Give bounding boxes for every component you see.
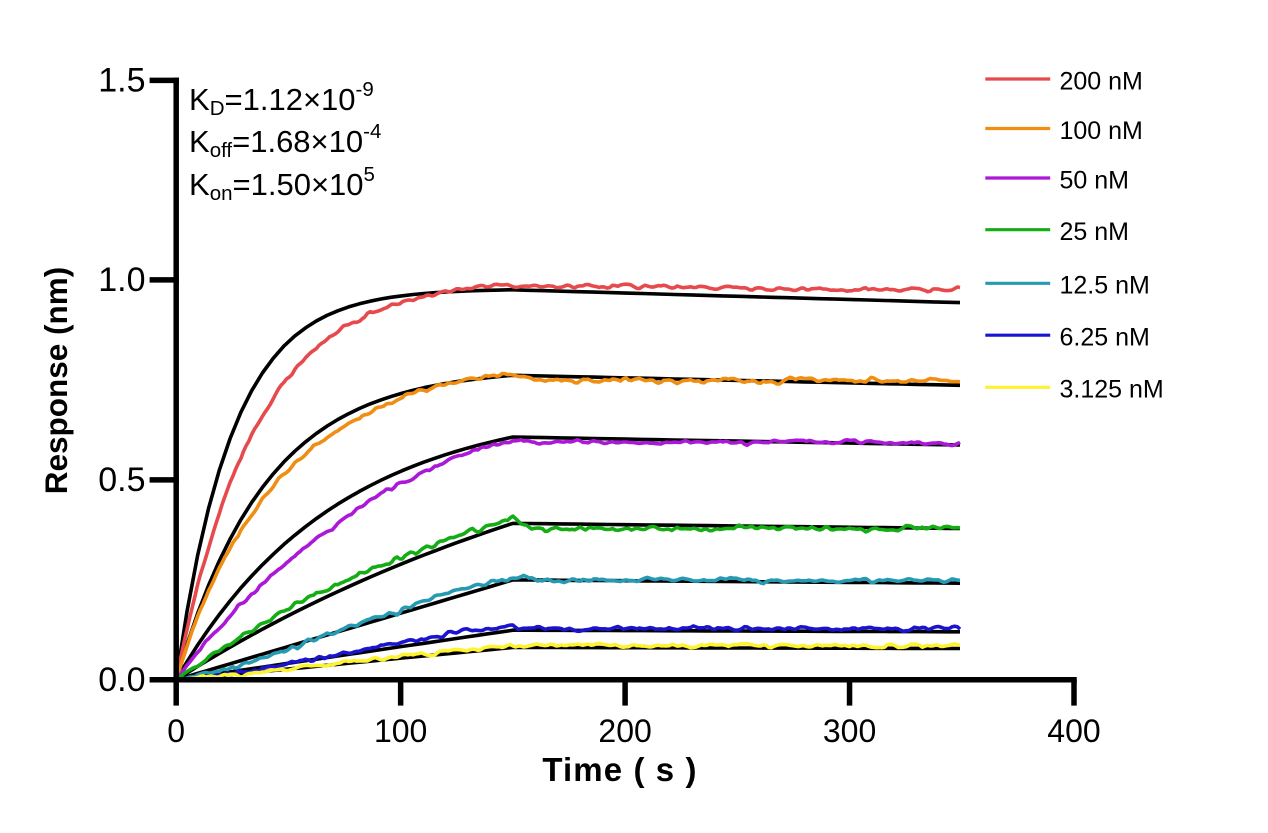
svg-text:1.5: 1.5 xyxy=(98,62,145,100)
svg-text:KD=1.12×10-9: KD=1.12×10-9 xyxy=(189,78,374,120)
svg-text:100 nM: 100 nM xyxy=(1060,117,1143,145)
svg-text:25 nM: 25 nM xyxy=(1060,218,1129,246)
svg-text:100: 100 xyxy=(374,713,427,749)
svg-text:6.25 nM: 6.25 nM xyxy=(1060,324,1150,352)
svg-text:400: 400 xyxy=(1047,713,1100,749)
svg-text:12.5 nM: 12.5 nM xyxy=(1060,272,1150,300)
svg-text:1.0: 1.0 xyxy=(98,261,145,299)
svg-text:3.125 nM: 3.125 nM xyxy=(1060,376,1164,404)
svg-text:Time ( s ): Time ( s ) xyxy=(542,751,697,788)
svg-text:Response (nm): Response (nm) xyxy=(38,267,74,495)
svg-text:Koff=1.68×10-4: Koff=1.68×10-4 xyxy=(189,120,381,162)
svg-text:300: 300 xyxy=(823,713,876,749)
svg-text:0: 0 xyxy=(167,713,185,749)
svg-text:200: 200 xyxy=(598,713,651,749)
svg-text:200 nM: 200 nM xyxy=(1060,67,1143,95)
svg-text:0.0: 0.0 xyxy=(98,661,145,699)
svg-text:50 nM: 50 nM xyxy=(1060,166,1129,194)
svg-text:0.5: 0.5 xyxy=(98,461,145,499)
